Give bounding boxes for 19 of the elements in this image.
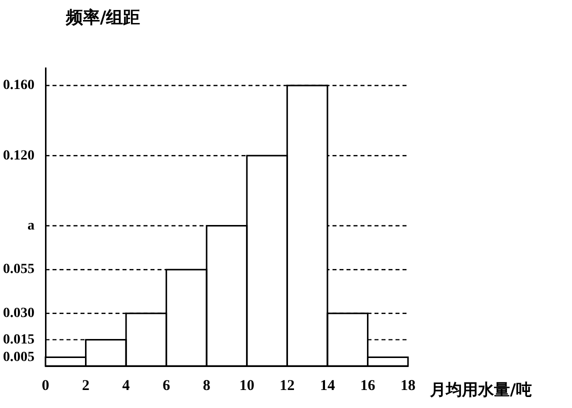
x-tick-label: 4 xyxy=(122,378,130,394)
y-tick-label: 0.015 xyxy=(3,332,34,348)
y-tick-label: 0.030 xyxy=(3,306,34,322)
x-tick-label: 16 xyxy=(360,378,376,394)
x-tick-label: 2 xyxy=(82,378,90,394)
y-tick-label: 0.055 xyxy=(3,262,34,278)
y-axis-title: 频率/组距 xyxy=(66,7,140,29)
x-tick-label: 12 xyxy=(280,378,295,394)
x-tick-label: 6 xyxy=(162,378,171,394)
x-tick-label: 10 xyxy=(239,378,254,394)
y-tick-label: 0.160 xyxy=(3,78,34,94)
x-tick-label: 14 xyxy=(320,378,336,394)
x-tick-label: 8 xyxy=(202,378,210,394)
y-tick-label: a xyxy=(28,218,34,234)
x-tick-label: 0 xyxy=(42,378,50,394)
x-axis-title: 月均用水量/吨 xyxy=(430,380,532,401)
y-tick-label: 0.120 xyxy=(3,148,34,164)
x-tick-label: 18 xyxy=(400,378,416,394)
y-tick-label: 0.005 xyxy=(3,350,34,365)
